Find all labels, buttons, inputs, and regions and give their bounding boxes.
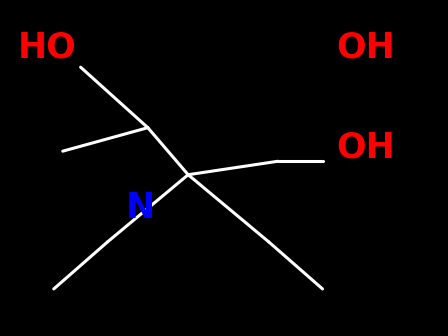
Text: OH: OH bbox=[336, 30, 395, 64]
Text: N: N bbox=[125, 191, 155, 225]
Text: HO: HO bbox=[18, 30, 77, 64]
Text: OH: OH bbox=[336, 131, 395, 165]
